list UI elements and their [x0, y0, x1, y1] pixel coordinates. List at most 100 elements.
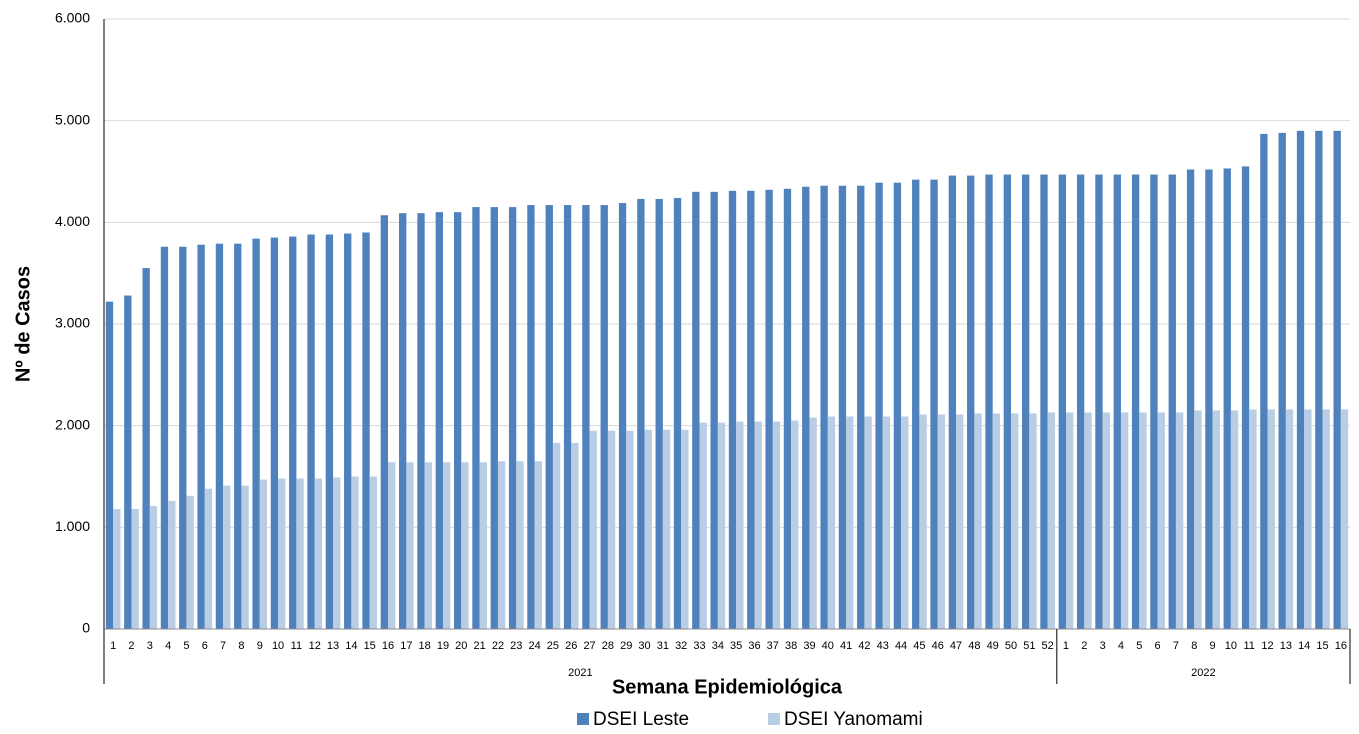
bar	[974, 413, 982, 629]
x-tick-label: 13	[1280, 640, 1292, 652]
x-tick-label: 10	[1225, 640, 1237, 652]
x-tick-label: 6	[202, 640, 208, 652]
x-tick-label: 40	[822, 640, 834, 652]
bar	[875, 182, 883, 629]
y-tick-label: 4.000	[55, 213, 90, 229]
x-tick-label: 16	[382, 640, 394, 652]
bar	[607, 430, 616, 629]
x-tick-label: 19	[437, 640, 449, 652]
x-tick-label: 43	[877, 640, 889, 652]
bar	[692, 191, 700, 630]
x-tick-label: 24	[528, 640, 540, 652]
bar	[497, 461, 506, 629]
bar	[618, 203, 627, 629]
bar	[1212, 410, 1220, 629]
bar	[699, 422, 707, 629]
bar	[1029, 413, 1037, 629]
bar	[289, 236, 297, 630]
bar	[1150, 174, 1158, 630]
bar	[223, 485, 231, 629]
bar	[967, 175, 975, 630]
x-tick-label: 14	[1298, 640, 1310, 652]
x-tick-label: 11	[291, 640, 302, 652]
bar	[1267, 409, 1275, 629]
bar	[424, 462, 432, 629]
y-tick-label: 2.000	[55, 416, 90, 432]
bar	[490, 207, 498, 630]
x-tick-label: 1	[1063, 640, 1069, 652]
bar	[197, 244, 205, 629]
x-tick-label: 18	[419, 640, 431, 652]
x-tick-label: 4	[165, 640, 171, 652]
bar	[1322, 409, 1330, 629]
bar	[1076, 174, 1085, 630]
bar	[508, 207, 517, 630]
bar	[1131, 174, 1140, 630]
bar	[956, 414, 964, 629]
bar	[149, 505, 158, 629]
bar	[626, 430, 634, 629]
bar	[827, 416, 836, 629]
x-tick-label: 12	[1261, 640, 1273, 652]
bar	[1095, 174, 1103, 630]
bar	[1022, 174, 1030, 630]
bar	[985, 174, 993, 630]
bar	[252, 238, 260, 629]
bar	[168, 500, 176, 629]
x-tick-label: 22	[492, 640, 504, 652]
bar	[406, 462, 414, 629]
x-tick-label: 17	[400, 640, 412, 652]
bar	[882, 416, 891, 629]
bar	[820, 185, 828, 629]
bar	[1194, 410, 1202, 629]
bar	[783, 188, 792, 630]
x-tick-label: 41	[840, 640, 852, 652]
x-tick-label: 28	[602, 640, 614, 652]
bar	[435, 212, 443, 629]
x-tick-label: 49	[987, 640, 999, 652]
bar	[1102, 412, 1110, 629]
x-tick-label: 37	[767, 640, 779, 652]
bar	[325, 234, 334, 630]
bar	[710, 191, 718, 630]
bar	[479, 462, 487, 629]
y-axis-title: Nº de Casos	[12, 266, 34, 382]
x-tick-label: 51	[1023, 640, 1035, 652]
x-tick-label: 2	[128, 640, 134, 652]
x-tick-label: 47	[950, 640, 962, 652]
bar	[545, 205, 553, 630]
bar	[1113, 174, 1121, 630]
x-tick-label: 36	[748, 640, 760, 652]
x-tick-label: 20	[455, 640, 467, 652]
bar	[204, 488, 213, 629]
bar	[186, 495, 194, 629]
bar	[1120, 412, 1129, 629]
bar	[461, 462, 469, 629]
bar	[644, 429, 652, 629]
x-tick-label: 4	[1118, 640, 1124, 652]
x-tick-label: 52	[1042, 640, 1054, 652]
bar	[160, 246, 169, 629]
bar	[1139, 412, 1147, 629]
x-tick-label: 5	[1136, 640, 1142, 652]
bar	[1230, 410, 1239, 629]
bar	[388, 462, 396, 629]
bar	[1168, 174, 1176, 630]
bar	[1260, 133, 1268, 629]
bar	[673, 197, 682, 629]
x-tick-label: 8	[1191, 640, 1197, 652]
bar	[351, 476, 359, 629]
bar	[234, 243, 242, 629]
bar	[589, 430, 597, 629]
bar	[912, 179, 920, 629]
bar	[1040, 174, 1048, 630]
bar	[791, 420, 799, 629]
legend-swatch	[577, 713, 589, 725]
bar	[930, 179, 938, 629]
bar	[1011, 413, 1019, 629]
bar	[728, 190, 737, 630]
bar	[307, 234, 315, 630]
bar	[534, 461, 542, 629]
bar	[846, 416, 854, 629]
